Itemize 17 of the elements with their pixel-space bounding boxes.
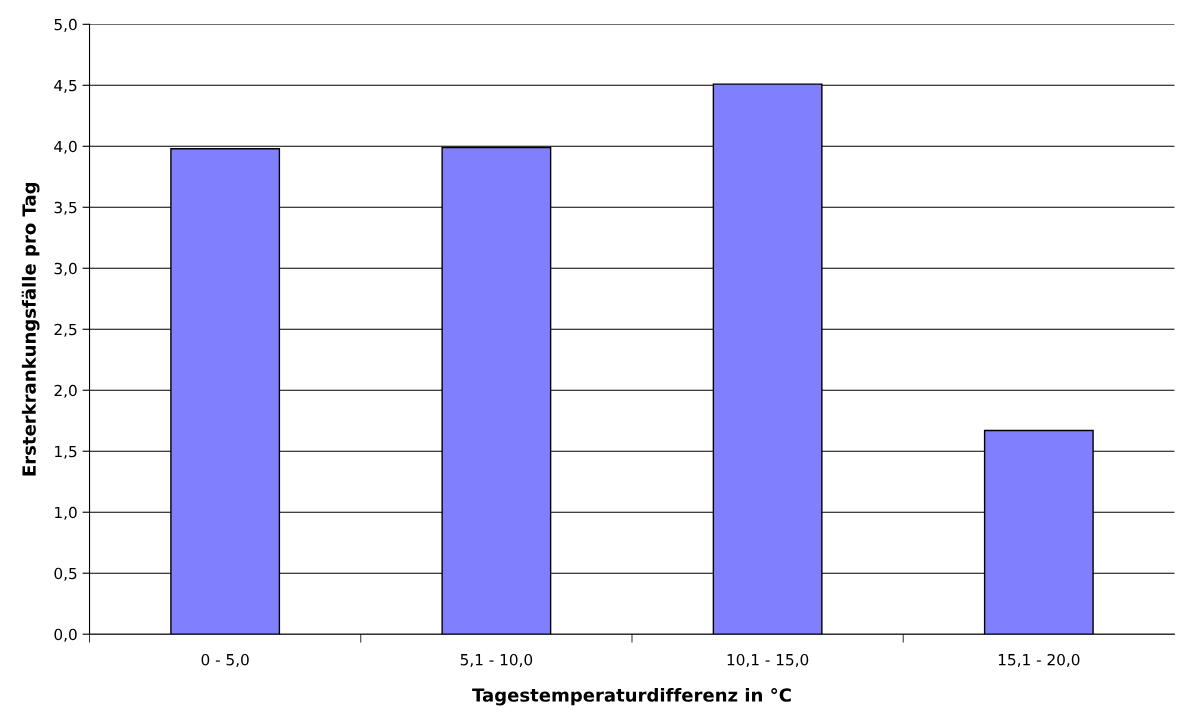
x-axis-title: Tagestemperaturdifferenz in °C bbox=[472, 687, 791, 706]
y-tick-label: 3,0 bbox=[54, 262, 77, 276]
y-tick-label: 0,0 bbox=[54, 628, 77, 642]
y-tick-label: 5,0 bbox=[54, 18, 77, 32]
y-tick-label: 4,5 bbox=[54, 79, 77, 93]
y-tick-label: 4,0 bbox=[54, 140, 77, 154]
y-tick-label: 2,5 bbox=[54, 323, 77, 337]
x-tick-label: 0 - 5,0 bbox=[201, 653, 249, 668]
y-tick-label: 1,0 bbox=[55, 506, 77, 520]
x-tick-label: 10,1 - 15,0 bbox=[727, 653, 809, 668]
x-tick-label: 5,1 - 10,0 bbox=[460, 653, 533, 668]
x-tick-label: 15,1 - 20,0 bbox=[998, 653, 1080, 668]
y-tick-label: 2,0 bbox=[54, 384, 77, 398]
y-axis-title: Ersterkrankungsfälle pro Tag bbox=[21, 182, 40, 476]
y-tick-label: 1,5 bbox=[55, 445, 77, 459]
y-tick-label: 0,5 bbox=[54, 567, 77, 581]
y-tick-label: 3,5 bbox=[54, 201, 77, 215]
